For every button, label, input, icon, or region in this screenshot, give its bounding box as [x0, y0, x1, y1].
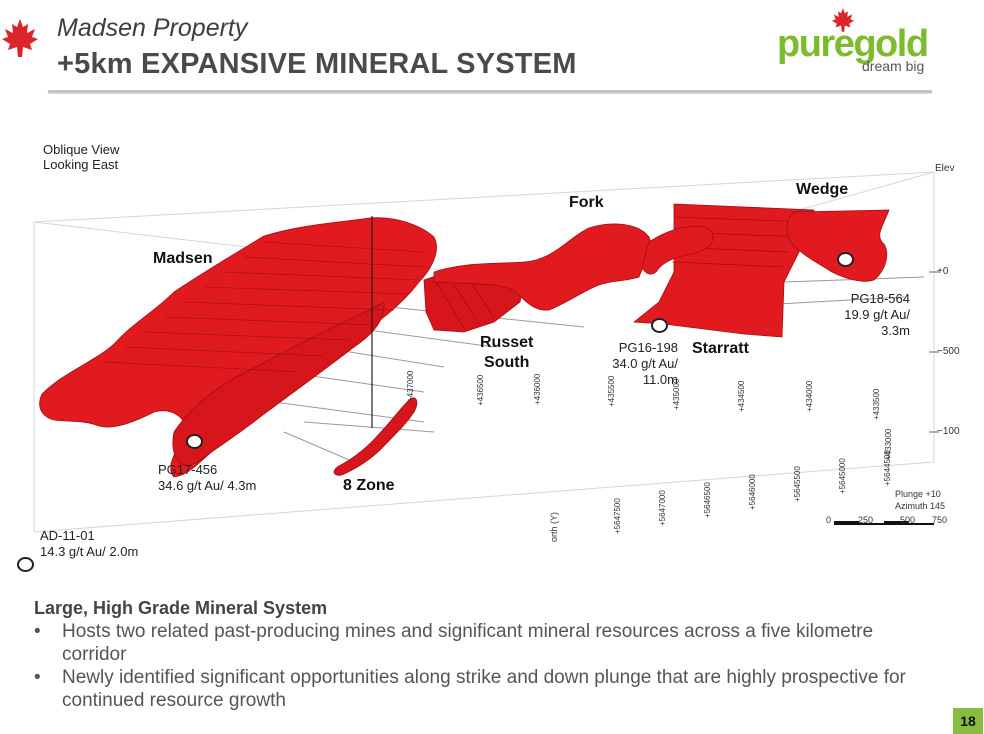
axis-label-north: orth (Y)	[549, 511, 559, 542]
scale-label-500: 500	[900, 515, 916, 525]
fork-ore-body	[433, 223, 652, 311]
easting-label: +434000	[805, 380, 814, 412]
zone-label-fork: Fork	[569, 194, 604, 211]
page-subtitle: Madsen Property	[57, 14, 248, 42]
easting-label: +434500	[737, 380, 746, 412]
northing-label: +5647000	[658, 490, 667, 526]
easting-label: +433500	[872, 388, 881, 420]
brand-logo: puregold	[777, 23, 929, 65]
northing-labels: +5647500 +5647000 +5646500 +5646000 +564…	[600, 430, 900, 540]
easting-label: +435500	[607, 375, 616, 407]
northing-label: +5647500	[613, 498, 622, 534]
drill-hole-marker-pg17	[186, 434, 203, 449]
plunge-label: Plunge +10	[895, 489, 941, 499]
azimuth-label: Azimuth 145	[895, 501, 946, 511]
axis-tick-500: −500	[937, 346, 960, 357]
axis-label-elev: Elev	[935, 163, 955, 174]
mineral-system-figure	[24, 132, 954, 557]
bullet-marker: •	[34, 621, 41, 642]
eight-zone-ore-body	[333, 397, 418, 476]
bullet-list: • Hosts two related past-producing mines…	[34, 620, 914, 712]
easting-label: +436000	[533, 373, 542, 405]
drill-hole-marker-ad11	[17, 557, 34, 572]
scale-label-750: 750	[932, 515, 948, 525]
northing-label: +5646000	[748, 474, 757, 510]
easting-label: +435000	[672, 378, 681, 410]
elevation-axis	[929, 271, 939, 433]
drill-callout-pg18: PG18-564 19.9 g/t Au/ 3.3m	[844, 291, 910, 338]
zone-label-starratt: Starratt	[692, 340, 749, 357]
axis-tick-0: +0	[937, 266, 949, 277]
drill-callout-pg17: PG17-456 34.6 g/t Au/ 4.3m	[158, 462, 257, 493]
bullets-heading: Large, High Grade Mineral System	[34, 598, 328, 618]
northing-label: +5645500	[793, 466, 802, 502]
bullet-text: Newly identified significant opportuniti…	[62, 667, 906, 711]
page-number: 18	[953, 708, 983, 734]
bullet-text: Hosts two related past-producing mines a…	[62, 621, 874, 665]
northing-label: +5644500	[883, 450, 892, 486]
view-orientation-label: Oblique View Looking East	[43, 142, 120, 172]
maple-leaf-icon	[1, 17, 39, 64]
drill-hole-marker-pg16	[651, 318, 668, 333]
starratt-upper-lens	[642, 225, 714, 275]
scale-label-0: 0	[826, 515, 832, 525]
madsen-level-lines	[103, 241, 425, 373]
axis-tick-1000: −100	[937, 426, 960, 437]
zone-label-russet-south: Russet South	[480, 334, 534, 371]
zone-label-8-zone: 8 Zone	[343, 477, 395, 494]
scale-bar	[834, 521, 934, 525]
mineral-system-3d-view	[33, 171, 939, 533]
brand-tagline: dream big	[862, 58, 925, 74]
northing-label: +5646500	[703, 482, 712, 518]
bullet-item: • Newly identified significant opportuni…	[34, 666, 914, 712]
bullet-item: • Hosts two related past-producing mines…	[34, 620, 914, 666]
zone-label-wedge: Wedge	[796, 181, 849, 198]
title-divider	[48, 90, 932, 93]
page-title: +5km EXPANSIVE MINERAL SYSTEM	[57, 48, 577, 80]
drill-callout-pg16: PG16-198 34.0 g/t Au/ 11.0m	[612, 340, 678, 387]
madsen-lower-lens	[172, 301, 385, 466]
scale-label-250: 250	[858, 515, 874, 525]
logo-maple-leaf-icon	[831, 7, 855, 38]
wedge-ore-body	[786, 209, 890, 282]
bullet-marker: •	[34, 667, 41, 688]
easting-label: +437000	[406, 370, 415, 402]
drill-hole-marker-pg18	[837, 252, 854, 267]
northing-label: +5645000	[838, 458, 847, 494]
easting-label: +436500	[476, 374, 485, 406]
zone-label-madsen: Madsen	[153, 250, 213, 267]
drill-callout-ad11: AD-11-01 14.3 g/t Au/ 2.0m	[40, 528, 139, 559]
